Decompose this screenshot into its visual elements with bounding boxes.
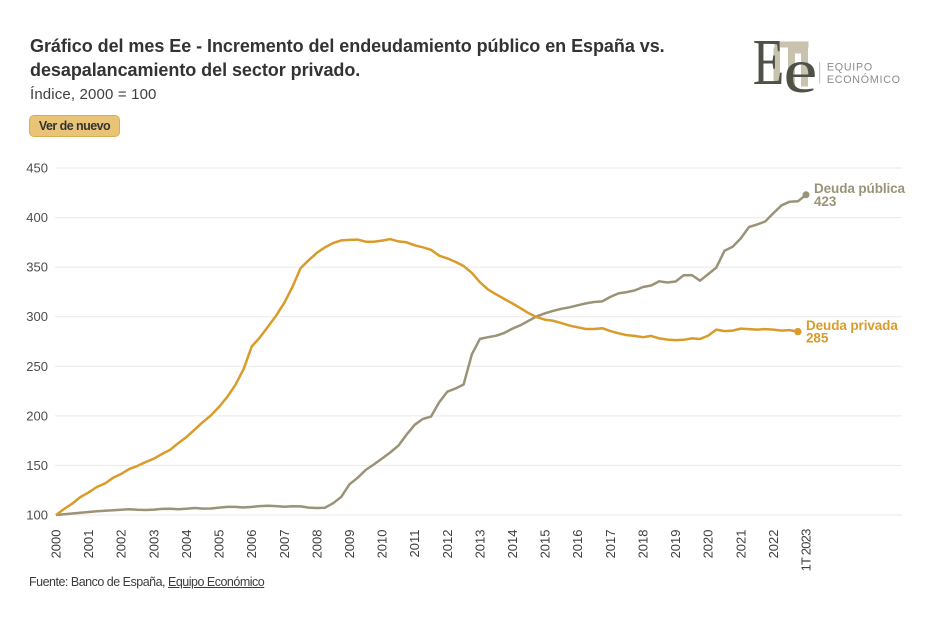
svg-text:e: e [783, 36, 817, 100]
svg-text:2017: 2017 [603, 530, 618, 559]
svg-text:1T 2023: 1T 2023 [799, 529, 814, 571]
svg-text:450: 450 [26, 161, 48, 176]
svg-text:2008: 2008 [309, 530, 324, 559]
svg-text:ECONÓMICO: ECONÓMICO [827, 73, 901, 86]
svg-text:2000: 2000 [49, 530, 64, 559]
svg-text:2001: 2001 [81, 530, 96, 559]
svg-text:2006: 2006 [244, 530, 259, 559]
svg-text:2014: 2014 [505, 530, 520, 559]
svg-text:Deuda privada: Deuda privada [806, 318, 898, 333]
svg-text:2005: 2005 [212, 530, 227, 559]
svg-text:2011: 2011 [407, 530, 422, 558]
svg-text:2020: 2020 [701, 530, 716, 559]
svg-text:350: 350 [26, 260, 48, 275]
svg-text:2021: 2021 [733, 530, 748, 559]
svg-text:2012: 2012 [440, 530, 455, 559]
svg-text:150: 150 [26, 458, 48, 473]
svg-text:250: 250 [26, 359, 48, 374]
svg-text:2015: 2015 [538, 530, 553, 559]
svg-text:2009: 2009 [342, 530, 357, 559]
svg-text:2007: 2007 [277, 530, 292, 559]
svg-text:423: 423 [814, 194, 837, 209]
svg-text:2022: 2022 [766, 530, 781, 559]
svg-text:2002: 2002 [114, 530, 129, 559]
svg-text:2016: 2016 [570, 530, 585, 559]
svg-text:2019: 2019 [668, 530, 683, 559]
svg-text:400: 400 [26, 210, 48, 225]
svg-text:200: 200 [26, 408, 48, 423]
svg-text:2003: 2003 [146, 530, 161, 559]
svg-text:2004: 2004 [179, 530, 194, 559]
svg-text:EQUIPO: EQUIPO [827, 61, 873, 73]
svg-text:300: 300 [26, 309, 48, 324]
svg-text:Deuda pública: Deuda pública [814, 181, 906, 196]
svg-text:2010: 2010 [375, 530, 390, 559]
svg-text:2018: 2018 [636, 530, 651, 559]
svg-text:2013: 2013 [472, 530, 487, 559]
svg-text:E: E [753, 36, 785, 99]
svg-text:100: 100 [26, 508, 48, 523]
svg-text:285: 285 [806, 331, 829, 346]
